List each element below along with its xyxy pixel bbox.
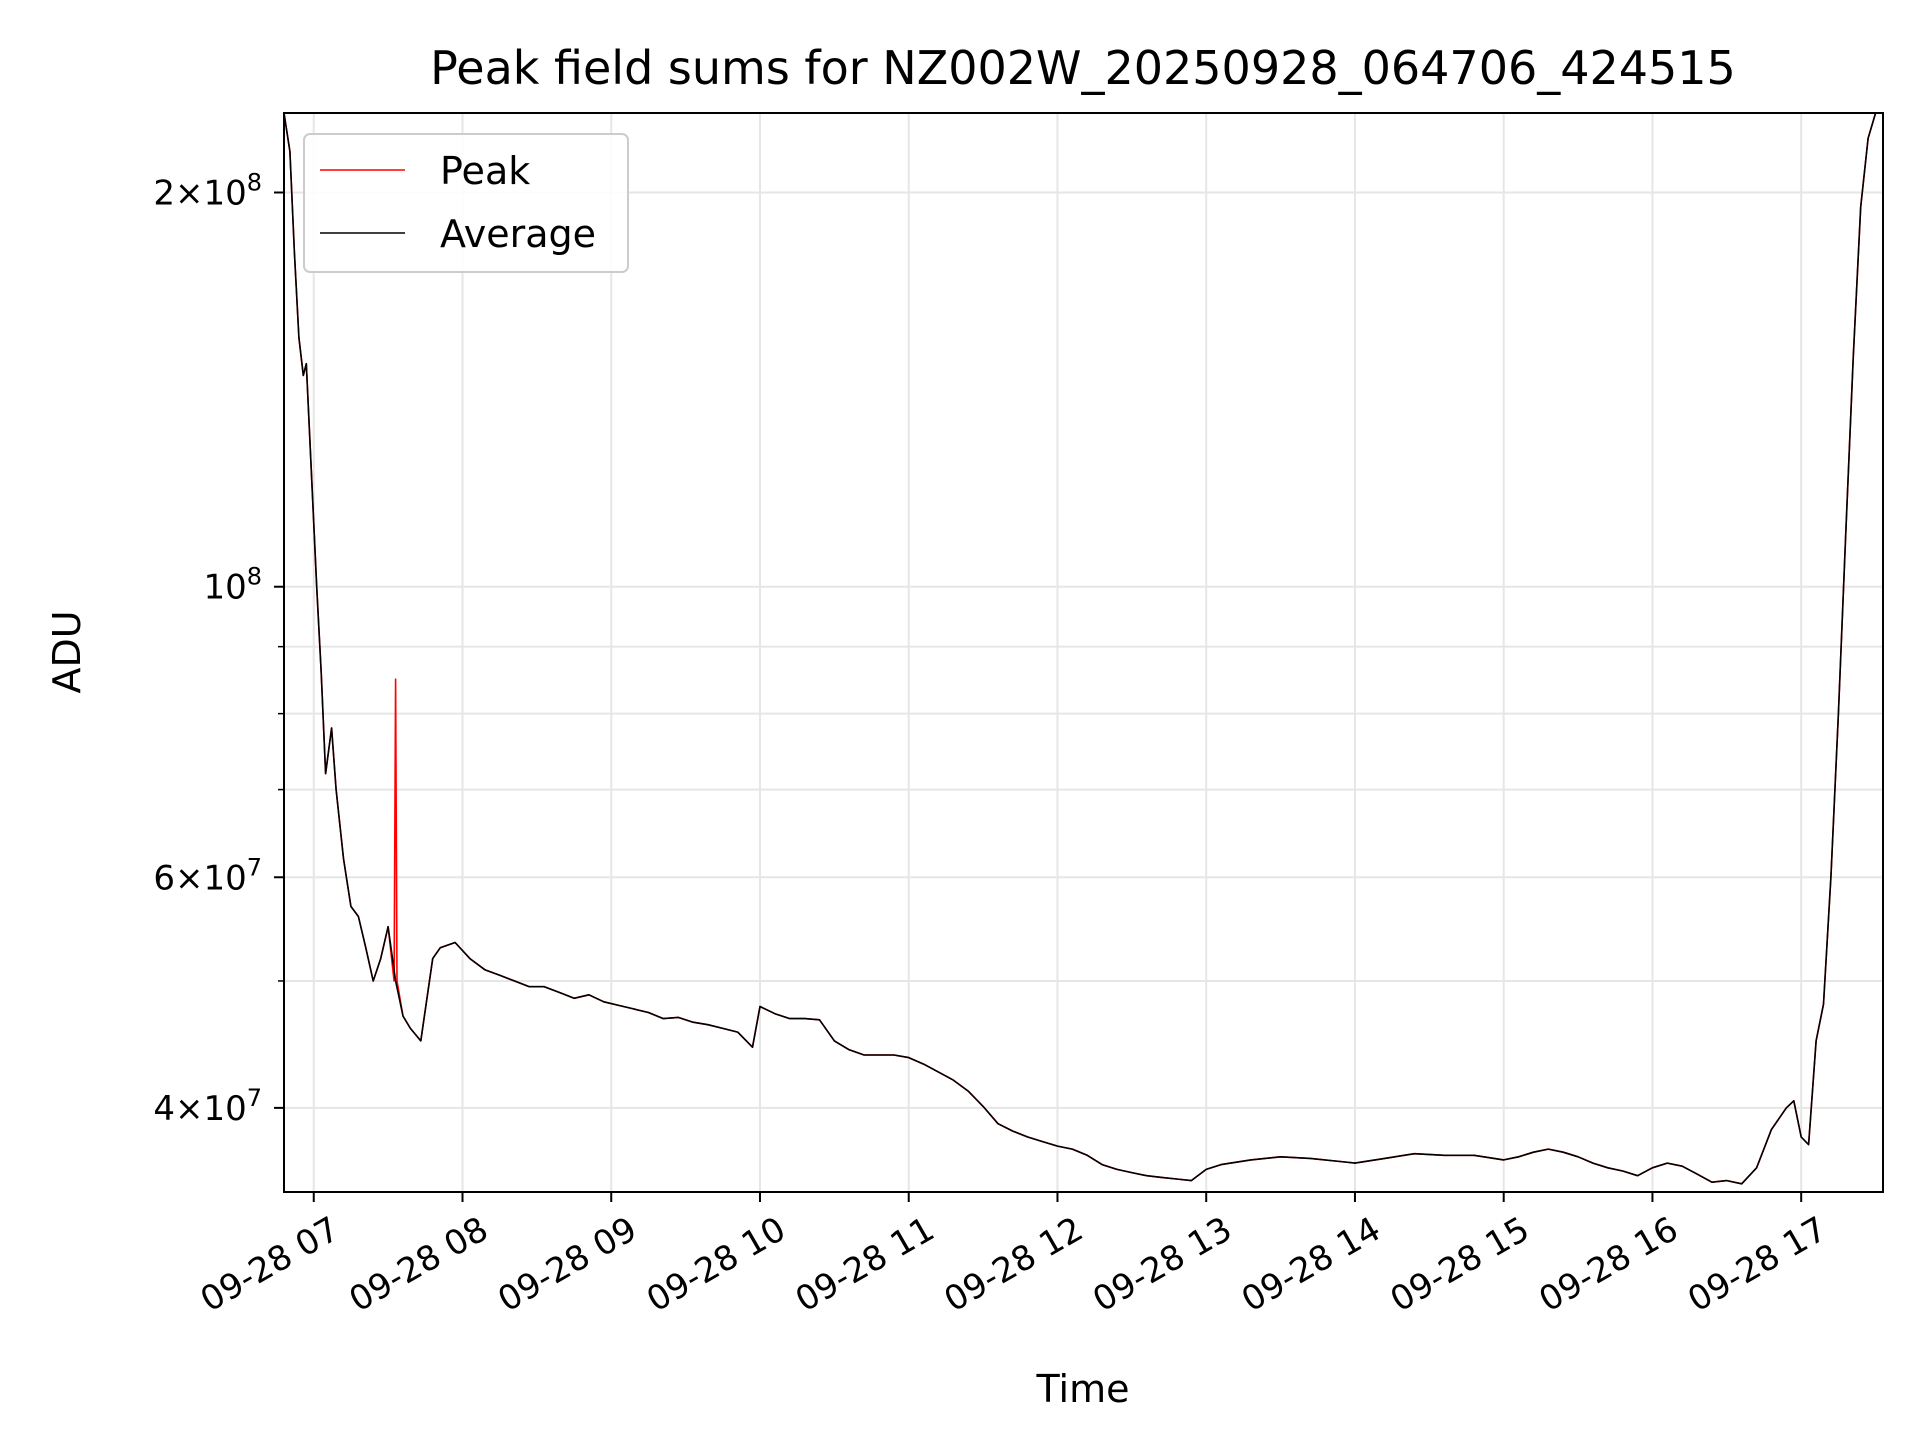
plot-frame: [283, 112, 1884, 1193]
y-tick-label: 4×107: [153, 1084, 262, 1129]
y-tick-label: 6×107: [153, 853, 262, 898]
legend-average-label: Average: [440, 212, 596, 256]
y-tick-label: 2×108: [153, 168, 262, 213]
y-axis: 4×107 6×107 108 2×108: [153, 168, 284, 1129]
y-axis-label: ADU: [45, 610, 89, 693]
series-layer: [284, 113, 1877, 1185]
chart-title: Peak field sums for NZ002W_20250928_0647…: [430, 41, 1736, 95]
legend-box: [303, 133, 629, 273]
legend-peak-label: Peak: [440, 149, 530, 193]
grid-layer: [284, 113, 1883, 1192]
y-tick-label: 108: [203, 563, 262, 608]
x-axis-label: Time: [1036, 1367, 1130, 1411]
legend: Peak Average: [303, 133, 629, 273]
series-line-average: [284, 113, 1877, 1185]
